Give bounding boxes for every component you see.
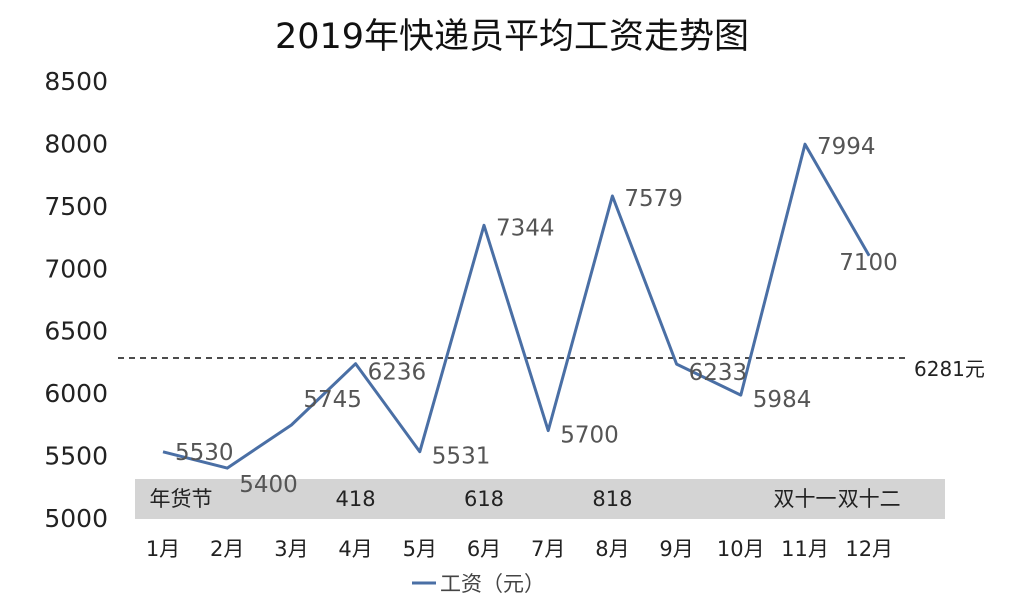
data-label: 5984 — [753, 387, 812, 413]
x-tick-label: 7月 — [531, 537, 565, 561]
y-axis: 5000 5500 6000 6500 7000 7500 8000 8500 — [44, 67, 108, 533]
data-label: 7344 — [496, 215, 555, 241]
x-tick-label: 11月 — [781, 537, 829, 561]
data-label: 7579 — [624, 186, 683, 212]
data-label: 5531 — [432, 444, 491, 470]
x-tick-label: 4月 — [338, 537, 372, 561]
x-tick-label: 2月 — [210, 537, 244, 561]
data-label: 5745 — [303, 387, 362, 413]
x-tick-label: 9月 — [659, 537, 693, 561]
event-label: 618 — [464, 487, 504, 511]
x-tick-label: 10月 — [717, 537, 765, 561]
x-tick-label: 1月 — [146, 537, 180, 561]
data-label: 7994 — [817, 134, 876, 160]
data-label: 5400 — [239, 472, 298, 498]
x-tick-label: 3月 — [274, 537, 308, 561]
y-tick-label: 6000 — [44, 379, 108, 408]
data-label: 7100 — [839, 250, 898, 276]
data-label: 5700 — [560, 423, 619, 449]
y-tick-label: 7000 — [44, 254, 108, 283]
x-tick-label: 8月 — [595, 537, 629, 561]
data-label: 6236 — [368, 360, 427, 386]
series-line — [162, 142, 871, 470]
x-tick-label: 12月 — [845, 537, 893, 561]
event-labels: 年货节 418 618 818 双十一 双十二 — [150, 487, 901, 511]
y-tick-label: 8500 — [44, 67, 108, 96]
data-label: 5530 — [175, 440, 234, 466]
event-band — [135, 479, 945, 519]
average-reference-label: 6281元 — [914, 357, 985, 381]
y-tick-label: 7500 — [44, 192, 108, 221]
event-label: 418 — [336, 487, 376, 511]
legend-label: 工资（元） — [440, 572, 545, 596]
x-tick-label: 5月 — [403, 537, 437, 561]
event-label: 双十一 — [774, 487, 837, 511]
event-label: 双十二 — [838, 487, 901, 511]
y-tick-label: 8000 — [44, 129, 108, 158]
legend: 工资（元） — [412, 572, 545, 596]
data-label: 6233 — [689, 360, 748, 386]
event-label: 818 — [592, 487, 632, 511]
y-tick-label: 5500 — [44, 442, 108, 471]
event-label: 年货节 — [150, 487, 213, 511]
x-tick-label: 6月 — [467, 537, 501, 561]
y-tick-label: 5000 — [44, 504, 108, 533]
x-axis: 1月 2月 3月 4月 5月 6月 7月 8月 9月 10月 11月 12月 — [146, 537, 893, 561]
y-tick-label: 6500 — [44, 317, 108, 346]
chart-title: 2019年快递员平均工资走势图 — [274, 17, 750, 57]
